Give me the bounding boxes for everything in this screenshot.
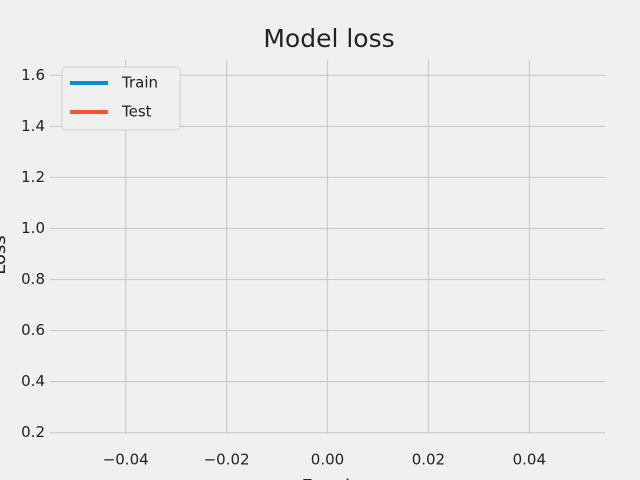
y-tick-label: 1.6 xyxy=(21,66,45,84)
x-tick-label: −0.02 xyxy=(204,451,250,469)
chart-title: Model loss xyxy=(263,24,394,53)
y-tick-label: 0.2 xyxy=(21,423,45,441)
y-tick-label: 0.8 xyxy=(21,270,45,288)
legend-label: Test xyxy=(121,103,152,121)
x-axis-label: Epoch xyxy=(301,476,356,480)
x-tick-label: 0.02 xyxy=(412,451,445,469)
legend-label: Train xyxy=(121,74,158,92)
y-tick-label: 1.0 xyxy=(21,219,45,237)
x-tick-label: 0.00 xyxy=(311,451,344,469)
y-tick-label: 1.4 xyxy=(21,117,45,135)
y-tick-label: 1.2 xyxy=(21,168,45,186)
x-tick-label: 0.04 xyxy=(513,451,546,469)
legend-box xyxy=(61,66,181,131)
y-axis-label: Loss xyxy=(0,235,10,274)
y-tick-label: 0.4 xyxy=(21,372,45,390)
y-tick-label: 0.6 xyxy=(21,321,45,339)
x-tick-label: −0.04 xyxy=(103,451,149,469)
